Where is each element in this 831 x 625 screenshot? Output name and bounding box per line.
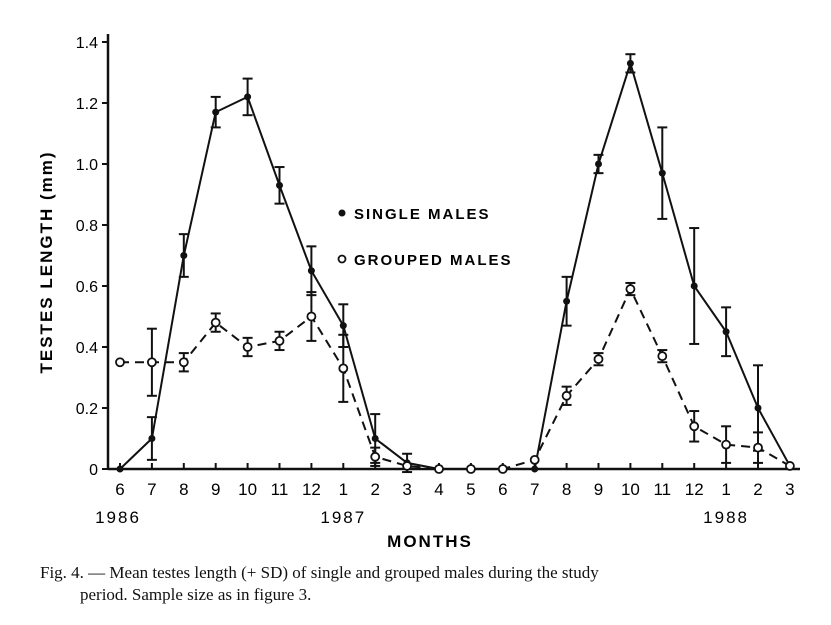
data-point <box>115 357 125 368</box>
data-point <box>210 317 221 328</box>
y-tick-label: 1.2 <box>76 96 98 113</box>
x-tick-label: 3 <box>785 480 794 499</box>
data-point <box>529 454 540 465</box>
data-point <box>338 363 349 374</box>
data-point <box>244 93 252 101</box>
legend-single-label: SINGLE MALES <box>354 206 491 223</box>
data-point <box>626 59 634 67</box>
y-axis-label: TESTES LENGTH (mm) <box>37 150 56 373</box>
figure-caption: Fig. 4. — Mean testes length (+ SD) of s… <box>40 562 820 606</box>
year-label: 1987 <box>320 508 366 527</box>
y-tick-label: 1.4 <box>76 35 98 52</box>
data-point <box>689 421 700 432</box>
data-point <box>658 169 666 177</box>
y-tick-label: 0 <box>89 462 98 479</box>
data-point <box>274 335 285 346</box>
data-point <box>370 451 381 462</box>
x-tick-label: 8 <box>562 480 571 499</box>
legend-single-marker <box>338 209 346 217</box>
legend-grouped-marker <box>337 254 347 264</box>
data-point <box>785 461 795 471</box>
x-tick-label: 12 <box>302 480 321 499</box>
year-label: 1988 <box>703 508 749 527</box>
data-point <box>212 108 220 116</box>
y-tick-label: 0.6 <box>76 279 98 296</box>
x-tick-label: 1 <box>721 480 730 499</box>
data-point <box>306 311 317 322</box>
series-grouped-males <box>115 281 795 474</box>
data-point <box>465 464 476 474</box>
caption-line-2: period. Sample size as in figure 3. <box>80 585 312 604</box>
x-tick-label: 11 <box>271 480 289 499</box>
x-tick-label: 11 <box>653 480 671 499</box>
data-point <box>242 342 253 352</box>
data-point <box>595 160 602 168</box>
caption-line-1: Fig. 4. — Mean testes length (+ SD) of s… <box>40 563 599 582</box>
data-point <box>657 351 668 362</box>
data-point <box>371 435 379 442</box>
data-point <box>402 461 413 471</box>
x-tick-label: 2 <box>753 480 762 499</box>
legend-grouped-label: GROUPED MALES <box>354 252 513 269</box>
data-point <box>307 267 315 275</box>
data-point <box>561 390 572 401</box>
data-point <box>180 252 188 259</box>
data-point <box>625 284 636 294</box>
x-tick-label: 6 <box>115 480 124 499</box>
y-tick-label: 1.0 <box>76 157 98 174</box>
data-point <box>563 297 571 305</box>
x-tick-label: 2 <box>370 480 379 499</box>
series-single-males <box>116 53 794 474</box>
y-tick-label: 0.4 <box>76 340 98 357</box>
legend: SINGLE MALES GROUPED MALES <box>337 206 513 269</box>
data-point <box>593 354 604 365</box>
x-tick-label: 9 <box>211 480 220 499</box>
year-label: 1986 <box>95 508 141 527</box>
data-point <box>116 465 124 473</box>
data-point <box>690 282 698 290</box>
x-tick-label: 8 <box>179 480 188 499</box>
data-point <box>148 435 156 442</box>
y-tick-label: 0.8 <box>76 218 98 235</box>
data-point <box>497 464 508 474</box>
x-tick-label: 10 <box>238 480 257 499</box>
x-tick-label: 6 <box>498 480 507 499</box>
x-tick-label: 9 <box>594 480 603 499</box>
data-point <box>754 404 762 412</box>
data-point <box>722 328 730 336</box>
x-tick-label: 3 <box>402 480 411 499</box>
x-tick-label: 5 <box>466 480 475 499</box>
data-point <box>721 439 731 450</box>
y-tick-label: 0.2 <box>76 401 98 418</box>
data-point <box>753 442 763 453</box>
x-tick-label: 12 <box>685 480 704 499</box>
data-point <box>434 464 444 474</box>
data-point <box>276 181 283 189</box>
data-point <box>531 465 539 473</box>
x-tick-label: 7 <box>530 480 539 499</box>
x-tick-label: 10 <box>621 480 640 499</box>
data-point <box>146 357 157 368</box>
x-tick-label: 1 <box>339 480 348 499</box>
data-point <box>339 322 347 330</box>
x-axis-label: MONTHS <box>387 532 473 551</box>
series-line <box>119 59 791 470</box>
data-point <box>178 357 189 368</box>
x-tick-label: 7 <box>147 480 156 499</box>
x-tick-label: 4 <box>434 480 443 499</box>
